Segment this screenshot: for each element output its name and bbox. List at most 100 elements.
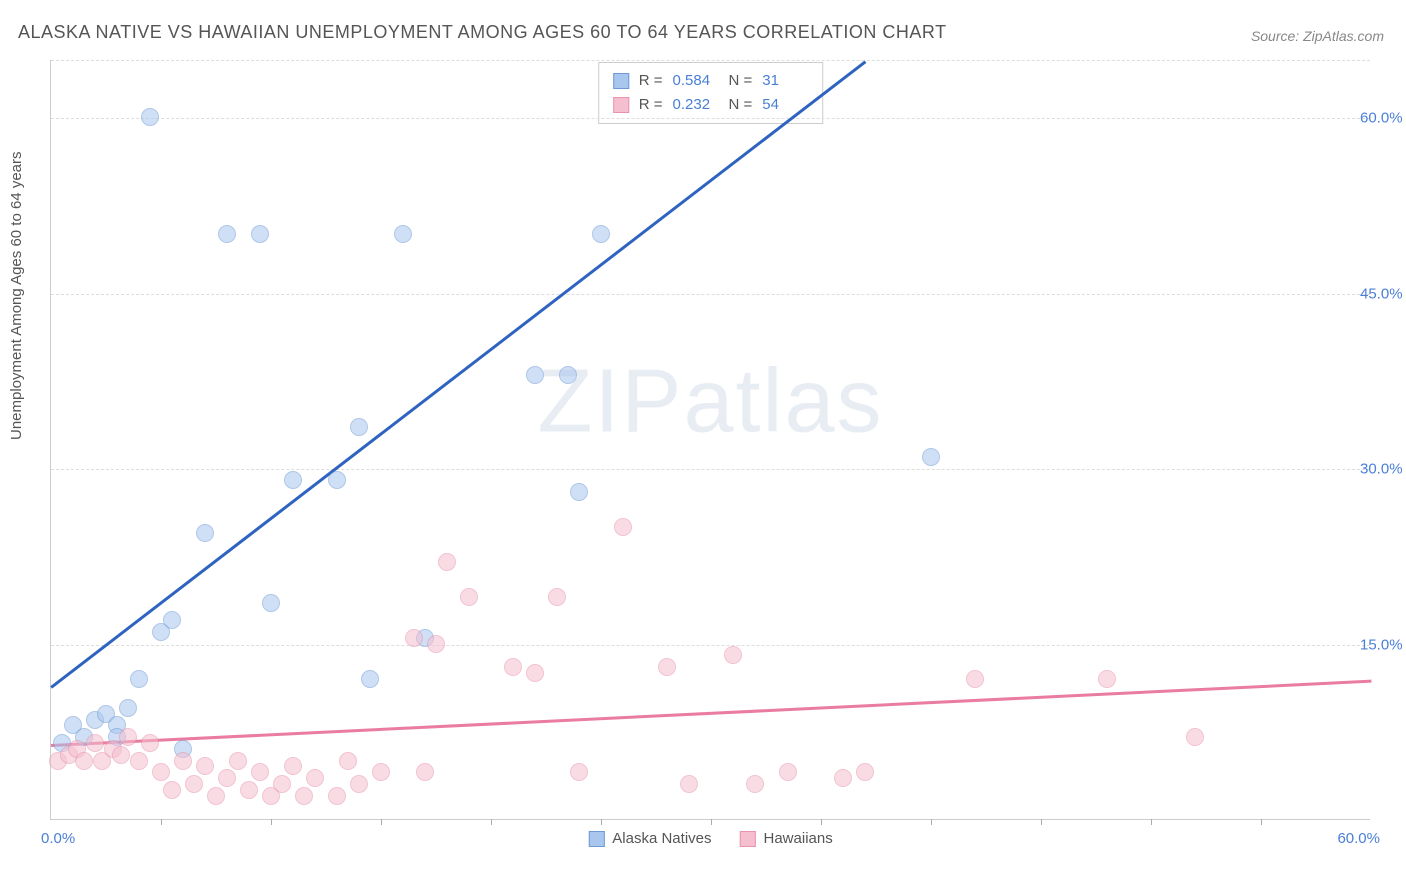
data-point <box>130 670 148 688</box>
data-point <box>416 763 434 781</box>
legend-swatch-0 <box>588 831 604 847</box>
data-point <box>350 775 368 793</box>
data-point <box>427 635 445 653</box>
data-point <box>614 518 632 536</box>
data-point <box>196 757 214 775</box>
data-point <box>196 524 214 542</box>
data-point <box>724 646 742 664</box>
data-point <box>680 775 698 793</box>
data-point <box>229 752 247 770</box>
data-point <box>504 658 522 676</box>
data-point <box>119 699 137 717</box>
x-tick <box>381 819 382 825</box>
data-point <box>251 225 269 243</box>
legend-label-0: Alaska Natives <box>612 830 711 847</box>
data-point <box>141 734 159 752</box>
data-point <box>361 670 379 688</box>
trendline <box>50 60 866 688</box>
swatch-series-0 <box>613 73 629 89</box>
stats-row-series-0: R = 0.584 N = 31 <box>613 69 809 93</box>
data-point <box>779 763 797 781</box>
stat-n-value-1: 54 <box>762 93 808 117</box>
gridline <box>51 294 1370 295</box>
data-point <box>570 483 588 501</box>
data-point <box>834 769 852 787</box>
data-point <box>592 225 610 243</box>
data-point <box>86 734 104 752</box>
gridline <box>51 118 1370 119</box>
watermark-light: atlas <box>683 351 883 451</box>
data-point <box>163 611 181 629</box>
y-tick-label: 60.0% <box>1360 110 1406 127</box>
data-point <box>394 225 412 243</box>
data-point <box>141 108 159 126</box>
trendline <box>51 680 1371 747</box>
data-point <box>306 769 324 787</box>
data-point <box>174 752 192 770</box>
data-point <box>240 781 258 799</box>
y-tick-label: 45.0% <box>1360 285 1406 302</box>
x-axis-max-label: 60.0% <box>1337 830 1380 847</box>
gridline <box>51 645 1370 646</box>
swatch-series-1 <box>613 97 629 113</box>
data-point <box>372 763 390 781</box>
data-point <box>218 225 236 243</box>
data-point <box>658 658 676 676</box>
data-point <box>295 787 313 805</box>
stats-legend-box: R = 0.584 N = 31 R = 0.232 N = 54 <box>598 62 824 124</box>
data-point <box>526 366 544 384</box>
data-point <box>163 781 181 799</box>
data-point <box>251 763 269 781</box>
stat-n-label: N = <box>729 69 753 93</box>
data-point <box>746 775 764 793</box>
source-label: Source: ZipAtlas.com <box>1251 28 1384 44</box>
gridline <box>51 469 1370 470</box>
x-tick <box>491 819 492 825</box>
stat-r-value-0: 0.584 <box>673 69 719 93</box>
x-tick <box>601 819 602 825</box>
x-tick <box>931 819 932 825</box>
x-tick <box>1261 819 1262 825</box>
data-point <box>339 752 357 770</box>
data-point <box>130 752 148 770</box>
bottom-legend: Alaska Natives Hawaiians <box>588 830 832 847</box>
data-point <box>284 757 302 775</box>
gridline <box>51 60 1370 61</box>
data-point <box>350 418 368 436</box>
watermark-bold: ZIP <box>537 351 683 451</box>
stat-r-label: R = <box>639 69 663 93</box>
data-point <box>460 588 478 606</box>
data-point <box>405 629 423 647</box>
data-point <box>570 763 588 781</box>
x-axis-min-label: 0.0% <box>41 830 75 847</box>
stat-n-value-0: 31 <box>762 69 808 93</box>
x-tick <box>1041 819 1042 825</box>
x-tick <box>271 819 272 825</box>
legend-item-0: Alaska Natives <box>588 830 711 847</box>
data-point <box>207 787 225 805</box>
data-point <box>328 471 346 489</box>
data-point <box>1186 728 1204 746</box>
stat-r-label: R = <box>639 93 663 117</box>
legend-label-1: Hawaiians <box>764 830 833 847</box>
legend-item-1: Hawaiians <box>740 830 833 847</box>
y-tick-label: 15.0% <box>1360 636 1406 653</box>
y-tick-label: 30.0% <box>1360 461 1406 478</box>
data-point <box>112 746 130 764</box>
x-tick <box>821 819 822 825</box>
data-point <box>1098 670 1116 688</box>
data-point <box>966 670 984 688</box>
data-point <box>328 787 346 805</box>
data-point <box>526 664 544 682</box>
data-point <box>119 728 137 746</box>
stats-row-series-1: R = 0.232 N = 54 <box>613 93 809 117</box>
stat-n-label: N = <box>729 93 753 117</box>
data-point <box>262 594 280 612</box>
x-tick <box>1151 819 1152 825</box>
x-tick <box>711 819 712 825</box>
legend-swatch-1 <box>740 831 756 847</box>
stat-r-value-1: 0.232 <box>673 93 719 117</box>
y-axis-label: Unemployment Among Ages 60 to 64 years <box>8 151 25 440</box>
data-point <box>922 448 940 466</box>
x-tick <box>161 819 162 825</box>
